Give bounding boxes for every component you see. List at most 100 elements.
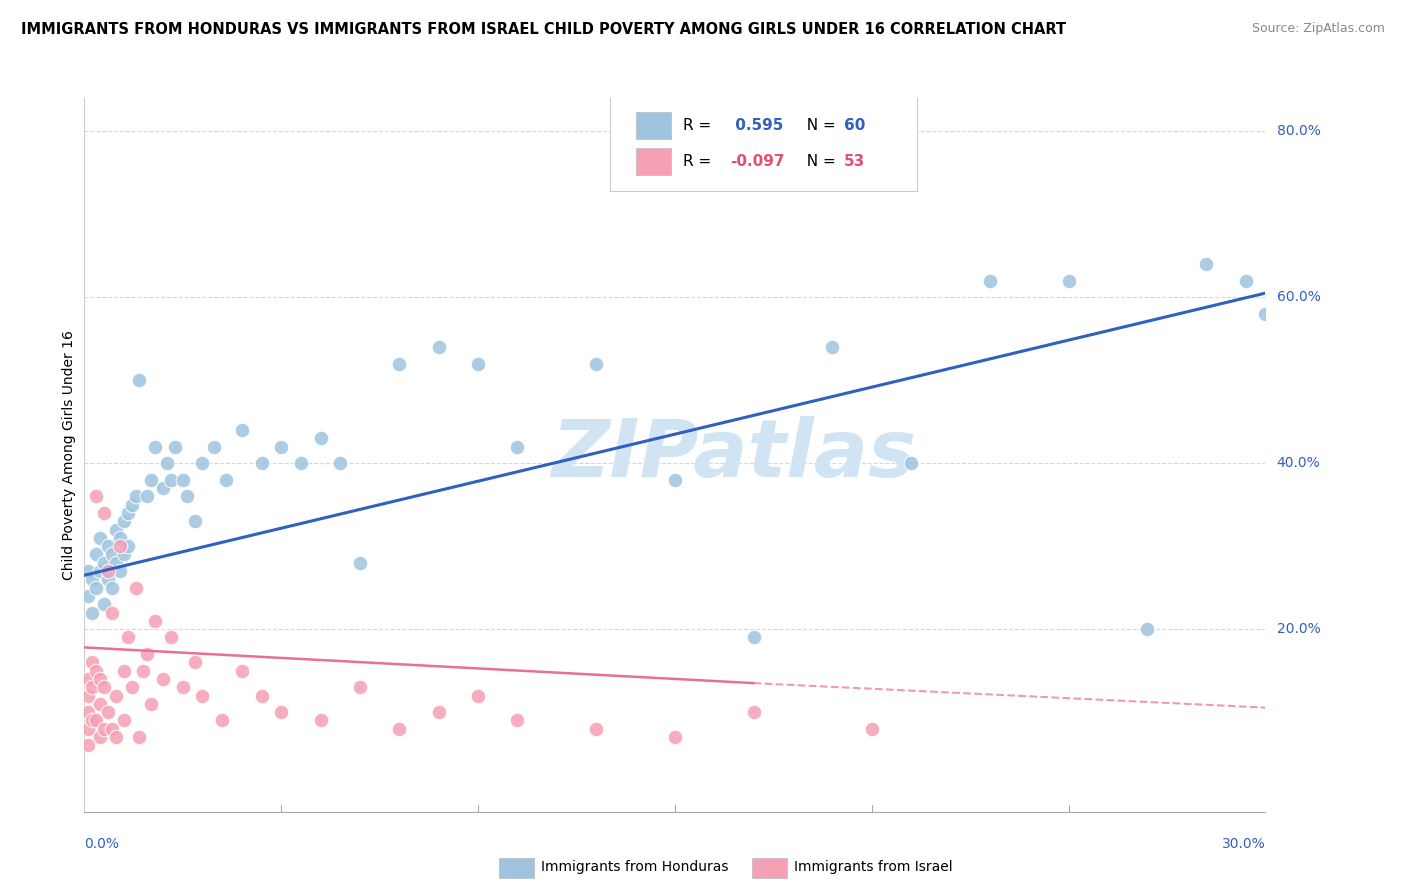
Point [172, 473, 194, 487]
Point [585, 722, 607, 736]
Point [89, 697, 111, 711]
Point [121, 680, 143, 694]
Point [112, 714, 135, 728]
Point [860, 722, 883, 736]
Point [93, 597, 115, 611]
Text: R =: R = [683, 154, 716, 169]
Point [309, 431, 332, 445]
Point [141, 697, 163, 711]
Text: 30.0%: 30.0% [1222, 837, 1265, 851]
Text: R =: R = [683, 118, 716, 133]
Point [156, 456, 179, 470]
Text: IMMIGRANTS FROM HONDURAS VS IMMIGRANTS FROM ISRAEL CHILD POVERTY AMONG GIRLS UND: IMMIGRANTS FROM HONDURAS VS IMMIGRANTS F… [21, 22, 1066, 37]
Point [84, 490, 107, 504]
Point [101, 581, 124, 595]
FancyBboxPatch shape [610, 95, 917, 191]
Text: 20.0%: 20.0% [1277, 623, 1320, 636]
Point [108, 564, 131, 578]
Point [191, 689, 214, 703]
Text: 60: 60 [844, 118, 865, 133]
Point [128, 373, 150, 387]
Point [329, 456, 352, 470]
Text: 40.0%: 40.0% [1277, 456, 1320, 470]
Point [1254, 307, 1277, 321]
Point [82, 606, 104, 620]
Text: 60.0%: 60.0% [1277, 290, 1320, 304]
Point [160, 631, 183, 645]
Point [270, 440, 292, 454]
Point [664, 473, 686, 487]
Point [349, 556, 371, 570]
Point [77, 564, 100, 578]
Point [250, 689, 273, 703]
Point [77, 739, 100, 753]
Point [112, 514, 135, 528]
Point [84, 548, 107, 562]
Point [176, 490, 198, 504]
Point [152, 481, 174, 495]
Text: 0.595: 0.595 [730, 118, 783, 133]
Point [104, 689, 127, 703]
Point [202, 440, 225, 454]
Point [585, 357, 607, 371]
Point [104, 730, 127, 744]
Point [1234, 274, 1257, 288]
FancyBboxPatch shape [636, 112, 671, 139]
Point [427, 705, 450, 719]
Point [117, 539, 139, 553]
Point [141, 473, 163, 487]
Point [77, 672, 100, 686]
Point [93, 556, 115, 570]
Y-axis label: Child Poverty Among Girls Under 16: Child Poverty Among Girls Under 16 [62, 330, 76, 580]
Point [388, 722, 411, 736]
Point [143, 440, 166, 454]
Point [270, 705, 292, 719]
Point [467, 357, 489, 371]
Point [1057, 274, 1080, 288]
Point [136, 647, 159, 661]
Point [250, 456, 273, 470]
Point [979, 274, 1001, 288]
Point [97, 705, 120, 719]
Point [742, 631, 765, 645]
Text: 53: 53 [844, 154, 865, 169]
Point [89, 672, 111, 686]
Point [93, 722, 115, 736]
Point [112, 548, 135, 562]
Point [163, 440, 186, 454]
Point [89, 730, 111, 744]
Point [124, 581, 146, 595]
Text: ZIPatlas: ZIPatlas [551, 416, 917, 494]
Point [136, 490, 159, 504]
Point [117, 631, 139, 645]
Point [900, 456, 922, 470]
Point [191, 456, 214, 470]
Text: N =: N = [797, 154, 841, 169]
Point [84, 714, 107, 728]
Text: Source: ZipAtlas.com: Source: ZipAtlas.com [1251, 22, 1385, 36]
Text: Immigrants from Honduras: Immigrants from Honduras [541, 860, 728, 874]
Point [427, 340, 450, 354]
Point [84, 664, 107, 678]
Point [97, 539, 120, 553]
Point [112, 664, 135, 678]
Point [231, 423, 253, 437]
Point [82, 656, 104, 670]
Point [77, 722, 100, 736]
Point [388, 357, 411, 371]
FancyBboxPatch shape [499, 858, 534, 878]
Point [183, 514, 205, 528]
Point [664, 730, 686, 744]
Point [506, 714, 529, 728]
Point [93, 680, 115, 694]
Point [77, 705, 100, 719]
Point [124, 490, 146, 504]
Point [77, 689, 100, 703]
Point [84, 581, 107, 595]
Text: 80.0%: 80.0% [1277, 124, 1320, 138]
Point [231, 664, 253, 678]
Point [132, 664, 155, 678]
Point [89, 531, 111, 545]
Point [506, 440, 529, 454]
Text: -0.097: -0.097 [730, 154, 785, 169]
